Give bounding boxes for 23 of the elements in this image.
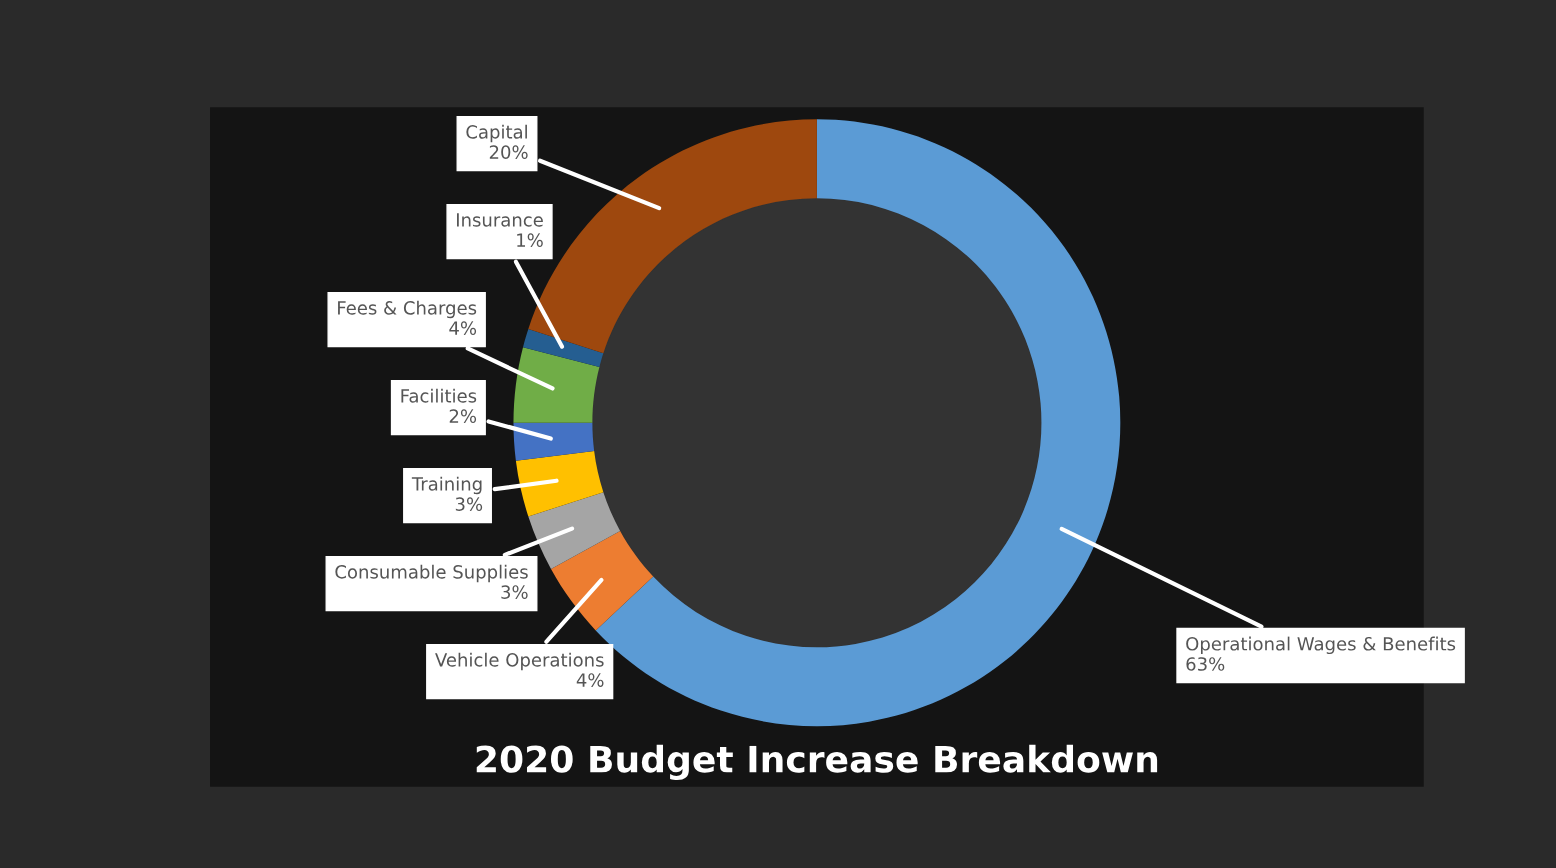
slice-label: Vehicle Operations xyxy=(435,652,604,671)
data-label: 2% xyxy=(449,409,477,423)
data-label: 3% xyxy=(501,585,528,599)
slice-label: Training xyxy=(411,476,482,495)
donut-slice xyxy=(523,328,604,367)
donut-slice xyxy=(515,450,604,517)
donut-slice xyxy=(513,422,595,461)
text: 2020 Budget Increase Breakdown xyxy=(476,744,1158,781)
slice-label: Consumable Supplies xyxy=(335,564,528,583)
slice-label: Insurance xyxy=(457,213,543,227)
slice-label: Operational Wages & Benefits xyxy=(1186,636,1456,655)
data-label: 4% xyxy=(576,673,604,687)
data-label: 4% xyxy=(449,321,477,335)
data-label: 20% xyxy=(489,145,528,159)
donut-slice xyxy=(551,530,654,631)
data-label: 63% xyxy=(1186,657,1225,671)
data-label: 3% xyxy=(455,497,483,511)
slice-label: Fees & Charges xyxy=(338,300,477,319)
donut-slice xyxy=(528,492,621,569)
slice-label: Capital xyxy=(466,124,527,143)
data-label: 1% xyxy=(517,233,543,247)
slice-label: Facilities xyxy=(401,388,477,403)
donut-slice xyxy=(513,347,600,423)
